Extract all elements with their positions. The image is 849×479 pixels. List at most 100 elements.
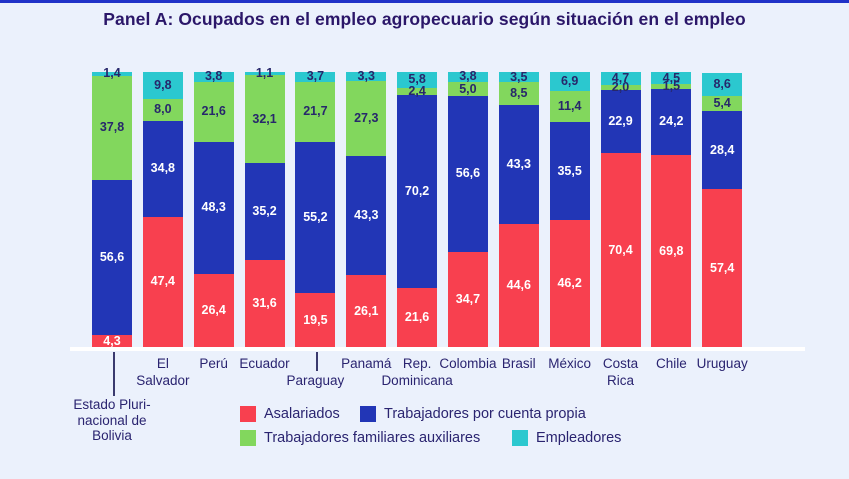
segment-trabajadores-familiares-auxiliares-rep-dominicana: 2,4 <box>397 83 438 98</box>
segment-trabajadores-familiares-auxiliares-peru: 21,6 <box>193 82 234 142</box>
segment-value-label: 46,2 <box>557 275 582 290</box>
chart-title: Panel A: Ocupados en el empleo agropecua… <box>103 9 746 29</box>
segment-value-label: 8,5 <box>510 86 528 101</box>
legend-label: Empleadores <box>536 430 622 446</box>
segment-trabajadores-por-cuenta-propia-uruguay: 28,4 <box>702 111 743 190</box>
segment-trabajadores-por-cuenta-propia-costa-rica: 22,9 <box>600 90 641 154</box>
segment-value-label: 35,2 <box>252 204 277 219</box>
segment-asalariados-ecuador: 31,6 <box>244 260 285 347</box>
segment-value-label: 57,4 <box>710 260 735 275</box>
category-label-line: Estado Pluri- <box>73 397 151 412</box>
legend-swatch-trabajadores-por-cuenta-propia <box>360 406 376 422</box>
category-label-estado-plurinacional-de-bolivia: Estado Pluri-nacional de Bolivia <box>47 397 177 444</box>
segment-value-label: 21,6 <box>201 104 226 119</box>
segment-trabajadores-familiares-auxiliares-estado-plurinacional-de-bolivia: 37,8 <box>92 75 132 180</box>
segment-trabajadores-familiares-auxiliares-costa-rica: 2,0 <box>600 81 641 94</box>
segment-trabajadores-por-cuenta-propia-peru: 48,3 <box>193 141 234 275</box>
segment-value-label: 43,3 <box>354 208 379 223</box>
segment-asalariados-paraguay: 19,5 <box>295 293 336 347</box>
segment-value-label: 5,8 <box>408 72 426 87</box>
segment-trabajadores-familiares-auxiliares-paraguay: 21,7 <box>295 81 336 142</box>
category-label-ecuador: Ecuador <box>210 356 320 373</box>
category-label-line: Costa <box>602 356 639 371</box>
segment-trabajadores-familiares-auxiliares-el-salvador: 8,0 <box>142 98 183 121</box>
segment-empleadores-ecuador: 1,1 <box>244 67 285 80</box>
segment-value-label: 2,4 <box>408 83 426 98</box>
segment-trabajadores-familiares-auxiliares-panama: 27,3 <box>346 81 387 157</box>
category-label-el-salvador: El Salvador <box>108 356 218 389</box>
segment-value-label: 5,0 <box>459 81 477 96</box>
segment-trabajadores-familiares-auxiliares-uruguay: 5,4 <box>702 96 743 112</box>
category-label-line: Brasil <box>501 356 536 371</box>
segment-value-label: 34,7 <box>455 291 481 306</box>
segment-value-label: 3,8 <box>459 69 477 84</box>
category-label-colombia: Colombia <box>413 356 523 373</box>
category-label-line: Colombia <box>439 356 497 371</box>
category-tick-paraguay <box>316 352 318 371</box>
segment-trabajadores-familiares-auxiliares-mexico: 11,4 <box>549 90 590 123</box>
segment-value-label: 21,7 <box>303 104 328 119</box>
segment-value-label: 6,9 <box>560 73 579 88</box>
category-label-line: Paraguay <box>286 373 345 388</box>
segment-asalariados-panama: 26,1 <box>346 275 387 347</box>
segment-value-label: 9,8 <box>154 77 172 92</box>
segment-empleadores-panama: 3,3 <box>346 69 387 84</box>
legend-swatch-empleadores <box>512 430 528 446</box>
segment-empleadores-colombia: 3,8 <box>447 69 488 84</box>
category-label-line: Perú <box>199 356 228 371</box>
segment-empleadores-costa-rica: 4,7 <box>600 70 641 85</box>
segment-value-label: 48,3 <box>201 200 226 215</box>
segment-value-label: 55,2 <box>303 209 328 224</box>
category-label-rep-dominicana: Rep. Dominicana <box>362 356 472 389</box>
category-label-line: Ecuador <box>239 356 290 371</box>
legend-swatch-trabajadores-familiares-auxiliares <box>240 430 256 446</box>
segment-trabajadores-por-cuenta-propia-ecuador: 35,2 <box>244 163 285 261</box>
segment-value-label: 3,3 <box>357 69 375 84</box>
category-label-peru: Perú <box>159 356 269 373</box>
segment-trabajadores-por-cuenta-propia-estado-plurinacional-de-bolivia: 56,6 <box>92 179 132 336</box>
category-label-line: nacional de <box>77 412 147 428</box>
segment-trabajadores-familiares-auxiliares-brasil: 8,5 <box>498 81 539 106</box>
legend-label: Trabajadores por cuenta propia <box>384 406 586 422</box>
legend-item-asalariados: Asalariados <box>240 406 340 422</box>
segment-value-label: 70,4 <box>608 242 633 257</box>
segment-empleadores-rep-dominicana: 5,8 <box>397 72 438 88</box>
segment-asalariados-peru: 26,4 <box>193 274 234 347</box>
segment-value-label: 11,4 <box>557 99 582 114</box>
category-label-line: Rica <box>606 372 634 388</box>
legend-label: Trabajadores familiares auxiliares <box>264 430 481 446</box>
segment-value-label: 26,1 <box>354 303 379 318</box>
segment-value-label: 4,7 <box>611 70 630 85</box>
segment-asalariados-mexico: 46,2 <box>549 219 590 347</box>
category-label-mexico: México <box>515 356 625 373</box>
segment-value-label: 26,4 <box>201 303 226 318</box>
segment-asalariados-chile: 69,8 <box>651 155 692 347</box>
segment-asalariados-estado-plurinacional-de-bolivia: 4,3 <box>92 334 132 347</box>
category-label-brasil: Brasil <box>464 356 574 373</box>
segment-asalariados-costa-rica: 70,4 <box>600 153 641 347</box>
segment-trabajadores-por-cuenta-propia-rep-dominicana: 70,2 <box>397 94 438 288</box>
legend-item-empleadores: Empleadores <box>512 430 621 446</box>
segment-trabajadores-por-cuenta-propia-chile: 24,2 <box>651 88 692 156</box>
segment-empleadores-estado-plurinacional-de-bolivia: 1,4 <box>92 67 132 80</box>
segment-empleadores-peru: 3,8 <box>193 69 234 84</box>
category-label-line: Salvador <box>136 372 190 388</box>
segment-trabajadores-por-cuenta-propia-panama: 43,3 <box>346 156 387 276</box>
segment-trabajadores-familiares-auxiliares-colombia: 5,0 <box>447 81 488 96</box>
segment-value-label: 8,6 <box>713 76 731 91</box>
segment-value-label: 3,8 <box>204 69 223 84</box>
category-label-panama: Panamá <box>311 356 421 373</box>
segment-value-label: 3,7 <box>306 69 325 84</box>
category-label-line: El <box>156 356 169 371</box>
category-tick-estado-plurinacional-de-bolivia <box>113 352 115 396</box>
legend-item-trabajadores-por-cuenta-propia: Trabajadores por cuenta propia <box>360 406 586 422</box>
segment-value-label: 1,1 <box>255 66 274 81</box>
segment-value-label: 5,4 <box>713 96 731 111</box>
x-axis-line <box>70 347 805 351</box>
segment-trabajadores-por-cuenta-propia-colombia: 56,6 <box>447 95 488 252</box>
segment-value-label: 1,4 <box>103 66 121 81</box>
segment-value-label: 22,9 <box>608 114 633 129</box>
category-label-line: Uruguay <box>696 356 748 371</box>
top-accent-border <box>0 0 849 3</box>
category-label-line: Chile <box>655 356 687 371</box>
